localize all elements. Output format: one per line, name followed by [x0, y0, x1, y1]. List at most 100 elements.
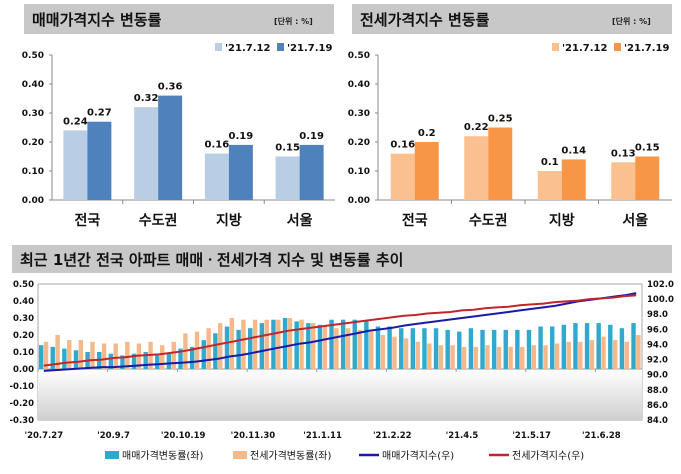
trend-chart-title: 최근 1년간 전국 아파트 매매ㆍ전세가격 지수 및 변동률 추이	[20, 251, 403, 269]
jeonse-rate-bar	[229, 318, 235, 369]
sales-rate-bar	[131, 353, 137, 369]
data-label: 0.24	[63, 116, 88, 127]
jeonse-rate-bar	[438, 345, 444, 369]
jeonse-rate-bar	[601, 336, 606, 369]
sales-rate-bar	[503, 329, 508, 369]
sales-unit: [단위 : %]	[274, 16, 313, 26]
jeonse-rate-bar	[508, 346, 513, 369]
data-label: 0.19	[299, 131, 324, 142]
jeonse-rate-bar	[531, 345, 537, 369]
data-label: 0.2	[418, 128, 436, 139]
sales-rate-bar	[387, 326, 392, 369]
jeonse-rate-bar	[276, 319, 281, 369]
legend-label: 매매가격지수(우)	[382, 449, 454, 462]
sales-rate-bar	[108, 353, 114, 369]
legend-swatch	[233, 451, 247, 459]
sales-rate-bar	[526, 329, 532, 369]
jeonse-rate-bar	[125, 341, 130, 369]
legend-label: '21.7.19	[624, 43, 669, 54]
legend-swatch	[215, 43, 222, 51]
right-y-tick-label: 84.0	[647, 416, 668, 426]
data-label: 0.25	[488, 114, 513, 125]
left-y-tick-label: -0.20	[10, 399, 35, 409]
legend-label: '21.7.12	[562, 43, 607, 54]
bar	[414, 142, 439, 200]
jeonse-rate-bar	[345, 328, 351, 369]
x-tick-label: '21.1.11	[303, 431, 342, 441]
legend-label: 전세가격지수(우)	[512, 449, 584, 462]
x-tick-label: '20.10.19	[161, 431, 206, 441]
left-y-tick-label: 0.10	[13, 348, 34, 358]
jeonse-rate-bar	[369, 331, 374, 369]
right-y-tick-label: 94.0	[647, 340, 668, 350]
jeonse-rate-bar	[566, 341, 571, 369]
left-y-tick-label: 0.40	[13, 297, 34, 307]
jeonse-rate-bar	[624, 341, 629, 369]
sales-rate-bar	[62, 348, 67, 369]
jeonse-rate-bar	[67, 340, 72, 369]
sales-rate-bar	[248, 328, 253, 369]
left-y-tick-label: -0.10	[10, 382, 35, 392]
right-y-tick-label: 92.0	[647, 356, 668, 366]
legend-swatch	[614, 43, 621, 51]
jeonse-rate-bar	[496, 346, 502, 369]
left-y-tick-label: 0.30	[13, 314, 34, 324]
sales-rate-bar	[491, 329, 497, 369]
sales-rate-bar	[608, 324, 613, 369]
category-label: 전국	[74, 212, 100, 229]
jeonse-rate-bar	[520, 346, 525, 369]
sales-rate-bar	[352, 319, 357, 369]
right-y-tick-label: 88.0	[647, 386, 668, 396]
bar	[275, 156, 300, 200]
sales-rate-bar	[538, 326, 543, 369]
sales-rate-bar	[213, 333, 218, 369]
sales-rate-bar	[155, 355, 160, 369]
y-tick-label: 0.00	[22, 196, 44, 206]
left-y-tick-label: 0.20	[13, 331, 34, 341]
jeonse-chart-title: 전세가격지수 변동률	[360, 11, 490, 29]
panel-header-jeonse	[352, 4, 672, 34]
sales-rate-bar	[433, 328, 439, 369]
sales-rate-bar	[329, 319, 334, 369]
jeonse-rate-bar	[427, 343, 432, 369]
x-tick-label: '20.9.7	[97, 431, 130, 441]
jeonse-rate-bar	[636, 335, 641, 369]
jeonse-rate-bar	[473, 346, 478, 369]
jeonse-rate-bar	[171, 341, 176, 369]
jeonse-rate-bar	[380, 335, 386, 369]
sales-rate-bar	[631, 323, 636, 369]
left-y-tick-label: -0.30	[10, 416, 35, 426]
jeonse-rate-bar	[55, 335, 60, 369]
jeonse-rate-bar	[101, 343, 107, 369]
category-label: 서울	[287, 212, 313, 229]
left-y-tick-label: 0.50	[13, 280, 34, 290]
jeonse-rate-bar	[485, 345, 490, 369]
bar	[158, 95, 183, 200]
bar	[635, 156, 660, 200]
jeonse-rate-bar	[78, 340, 84, 369]
sales-rate-bar	[259, 323, 265, 369]
sales-index-line	[43, 292, 637, 372]
sales-rate-bar	[445, 329, 450, 369]
data-label: 0.22	[464, 122, 489, 133]
data-label: 0.27	[87, 108, 112, 119]
jeonse-rate-bar	[415, 341, 420, 369]
data-label: 0.15	[275, 143, 300, 154]
sales-rate-bar	[271, 319, 276, 369]
x-tick-label: '21.5.17	[512, 431, 551, 441]
x-tick-label: '20.11.30	[231, 431, 276, 441]
category-label: 지방	[549, 212, 575, 229]
sales-rate-bar	[166, 353, 172, 369]
bar	[561, 159, 586, 200]
jeonse-rate-bar	[334, 328, 339, 369]
data-label: 0.19	[229, 131, 254, 142]
sales-rate-bar	[619, 328, 625, 369]
y-tick-label: 0.00	[348, 196, 370, 206]
jeonse-rate-bar	[252, 319, 258, 369]
data-label: 0.15	[635, 143, 660, 154]
bar	[611, 162, 636, 200]
bar	[537, 171, 562, 200]
bar	[228, 144, 253, 200]
sales-rate-bar	[189, 346, 195, 369]
sales-rate-bar	[457, 331, 462, 369]
